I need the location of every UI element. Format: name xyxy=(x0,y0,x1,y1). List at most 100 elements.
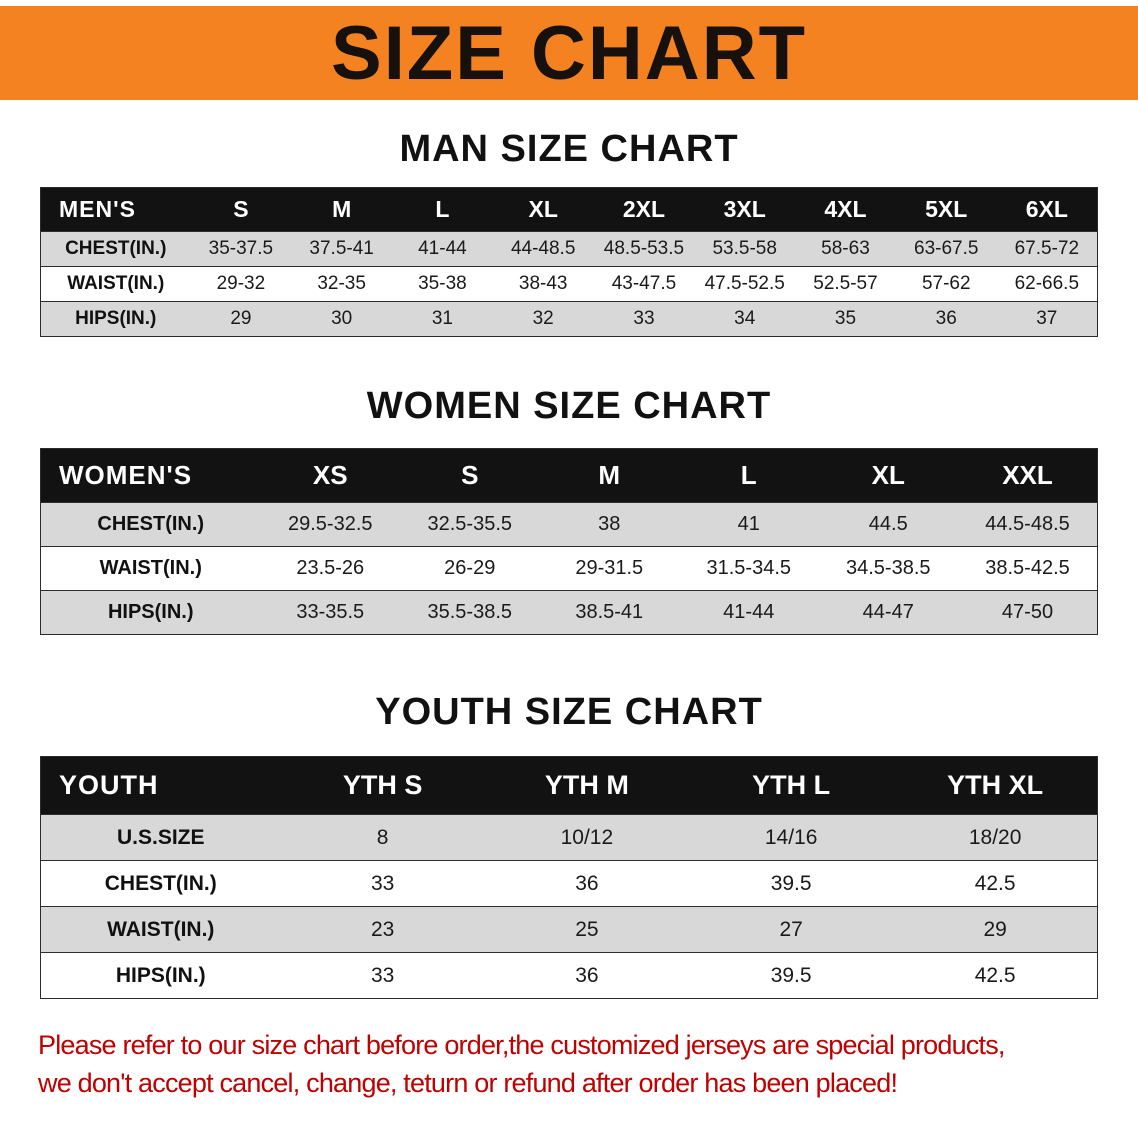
youth-size-col-yth-s: YTH S xyxy=(342,770,423,800)
men-size-chart-section: MAN SIZE CHART MEN'S S M L XL 2XL 3XL 4XL 5XL 6XL C… xyxy=(0,128,1138,337)
men-size-col-m: M xyxy=(332,196,352,222)
measurement-value: 67.5-72 xyxy=(1014,238,1080,259)
men-row-chest-in-: CHEST(IN.) 35-37.5 37.5-41 41-44 44-48.5 48.5… xyxy=(40,231,1098,267)
measurement-value: 38 xyxy=(598,513,621,535)
women-size-col-l: L xyxy=(740,460,757,490)
measurement-value: 41-44 xyxy=(418,238,467,259)
measurement-value: 48.5-53.5 xyxy=(603,238,685,259)
men-size-col-5xl: 5XL xyxy=(925,196,968,222)
measurement-value: 35-38 xyxy=(418,273,467,294)
measurement-value: 37 xyxy=(1036,308,1058,329)
men-size-col-6xl: 6XL xyxy=(1025,196,1068,222)
measurement-value: 37.5-41 xyxy=(309,238,374,259)
measurement-value: 58-63 xyxy=(821,238,870,259)
measurement-value: 36 xyxy=(935,308,957,329)
measurement-value: 43-47.5 xyxy=(611,273,677,294)
measurement-value: 29 xyxy=(983,917,1007,941)
youth-size-col-yth-xl: YTH XL xyxy=(947,770,1044,800)
men-size-col-l: L xyxy=(435,196,450,222)
men-size-col-4xl: 4XL xyxy=(824,196,867,222)
youth-size-col-yth-l: YTH L xyxy=(752,770,831,800)
size-chart-page: SIZE CHART MAN SIZE CHART MEN'S S M L XL 2XL 3X… xyxy=(0,6,1138,1103)
measurement-value: 57-62 xyxy=(921,273,971,294)
men-row-waist-in-: WAIST(IN.) 29-32 32-35 35-38 38-43 43-47.5 47.… xyxy=(40,266,1098,302)
measurement-value: 23 xyxy=(370,917,395,941)
measurement-value: 39.5 xyxy=(770,871,812,895)
men-section-heading: MAN SIZE CHART xyxy=(399,128,739,170)
men-header-row: MEN'S S M L XL 2XL 3XL 4XL 5XL 6XL xyxy=(40,187,1098,232)
men-size-col-3xl: 3XL xyxy=(723,196,766,222)
measurement-value: 34 xyxy=(734,308,756,329)
measurement-value: 29-31.5 xyxy=(575,557,644,579)
measurement-value: 33 xyxy=(370,963,395,987)
measurement-value: 63-67.5 xyxy=(914,238,979,259)
measurement-value: 31 xyxy=(431,308,453,329)
measurement-value: 14/16 xyxy=(764,825,818,849)
women-row-waist-in-: WAIST(IN.) 23.5-26 26-29 29-31.5 31.5-34.5 34… xyxy=(40,546,1098,591)
youth-row-chest-in-: CHEST(IN.) 33 36 39.5 42.5 xyxy=(40,860,1098,907)
women-size-col-s: S xyxy=(461,460,479,490)
women-size-col-xl: XL xyxy=(871,460,905,490)
measurement-value: 35-37.5 xyxy=(208,238,274,259)
youth-size-table: YOUTH YTH S YTH M YTH L YTH XL U.S.SIZE 8 10/12… xyxy=(40,756,1098,999)
measurement-value: 35.5-38.5 xyxy=(427,601,512,623)
measurement-value: 29-32 xyxy=(216,273,266,294)
youth-size-col-yth-m: YTH M xyxy=(544,770,629,800)
page-title: SIZE CHART xyxy=(331,10,807,96)
men-row-hips-in-: HIPS(IN.) 29 30 31 32 33 34 35 36 37 xyxy=(40,301,1098,337)
men-size-table: MEN'S S M L XL 2XL 3XL 4XL 5XL 6XL CHEST(IN.) 35-37… xyxy=(40,187,1098,337)
measurement-label: WAIST(IN.) xyxy=(107,917,215,941)
measurement-value: 34.5-38.5 xyxy=(845,557,931,579)
measurement-value: 42.5 xyxy=(974,963,1016,987)
youth-section-heading: YOUTH SIZE CHART xyxy=(375,691,763,733)
measurement-value: 35 xyxy=(834,308,857,329)
measurement-value: 44.5 xyxy=(868,513,908,535)
measurement-label: HIPS(IN.) xyxy=(115,963,206,987)
youth-size-chart-section: YOUTH SIZE CHART YOUTH YTH S YTH M YTH L YTH … xyxy=(0,691,1138,999)
measurement-value: 52.5-57 xyxy=(813,273,878,294)
youth-header-row: YOUTH YTH S YTH M YTH L YTH XL xyxy=(40,756,1098,815)
measurement-value: 32.5-35.5 xyxy=(427,513,512,535)
measurement-value: 39.5 xyxy=(770,963,812,987)
measurement-value: 38.5-42.5 xyxy=(985,557,1070,579)
measurement-value: 36 xyxy=(575,871,599,895)
youth-row-u-s-size: U.S.SIZE 8 10/12 14/16 18/20 xyxy=(40,814,1098,861)
measurement-value: 33 xyxy=(633,308,655,329)
measurement-value: 44-47 xyxy=(862,601,914,623)
measurement-value: 26-29 xyxy=(444,557,496,579)
measurement-label: HIPS(IN.) xyxy=(107,601,194,623)
measurement-value: 44-48.5 xyxy=(510,238,576,259)
women-row-chest-in-: CHEST(IN.) 29.5-32.5 32.5-35.5 38 41 44.5 44.5… xyxy=(40,502,1098,547)
women-table-title: WOMEN'S xyxy=(59,460,193,490)
measurement-value: 41-44 xyxy=(723,601,775,623)
measurement-value: 47.5-52.5 xyxy=(704,273,785,294)
measurement-value: 27 xyxy=(779,917,803,941)
measurement-value: 32 xyxy=(532,308,554,329)
men-size-col-2xl: 2XL xyxy=(622,196,666,222)
measurement-value: 29 xyxy=(230,308,252,329)
measurement-value: 23.5-26 xyxy=(296,557,365,579)
measurement-value: 38-43 xyxy=(518,273,568,294)
youth-row-hips-in-: HIPS(IN.) 33 36 39.5 42.5 xyxy=(40,952,1098,999)
measurement-label: WAIST(IN.) xyxy=(99,557,202,579)
measurement-label: WAIST(IN.) xyxy=(67,273,165,294)
measurement-label: CHEST(IN.) xyxy=(104,871,217,895)
measurement-value: 36 xyxy=(575,963,599,987)
measurement-label: U.S.SIZE xyxy=(116,825,205,849)
measurement-value: 33 xyxy=(370,871,395,895)
footer-note-line-2: we don't accept cancel, change, teturn o… xyxy=(38,1067,898,1098)
banner: SIZE CHART xyxy=(0,6,1138,100)
women-section-heading: WOMEN SIZE CHART xyxy=(366,385,772,427)
women-size-table: WOMEN'S XS S M L XL XXL CHEST(IN.) 29.5-32.5 32.5… xyxy=(40,448,1098,635)
measurement-value: 31.5-34.5 xyxy=(706,557,791,579)
measurement-label: HIPS(IN.) xyxy=(75,308,157,329)
men-size-col-s: S xyxy=(233,196,249,222)
women-size-col-xs: XS xyxy=(312,460,348,490)
measurement-value: 25 xyxy=(575,917,599,941)
women-size-col-xxl: XXL xyxy=(1002,460,1053,490)
measurement-value: 38.5-41 xyxy=(575,601,644,623)
measurement-value: 8 xyxy=(376,825,389,849)
size-chart-sections: MAN SIZE CHART MEN'S S M L XL 2XL 3XL 4XL 5XL 6XL C… xyxy=(0,128,1138,999)
measurement-value: 42.5 xyxy=(974,871,1016,895)
measurement-value: 18/20 xyxy=(968,825,1022,849)
